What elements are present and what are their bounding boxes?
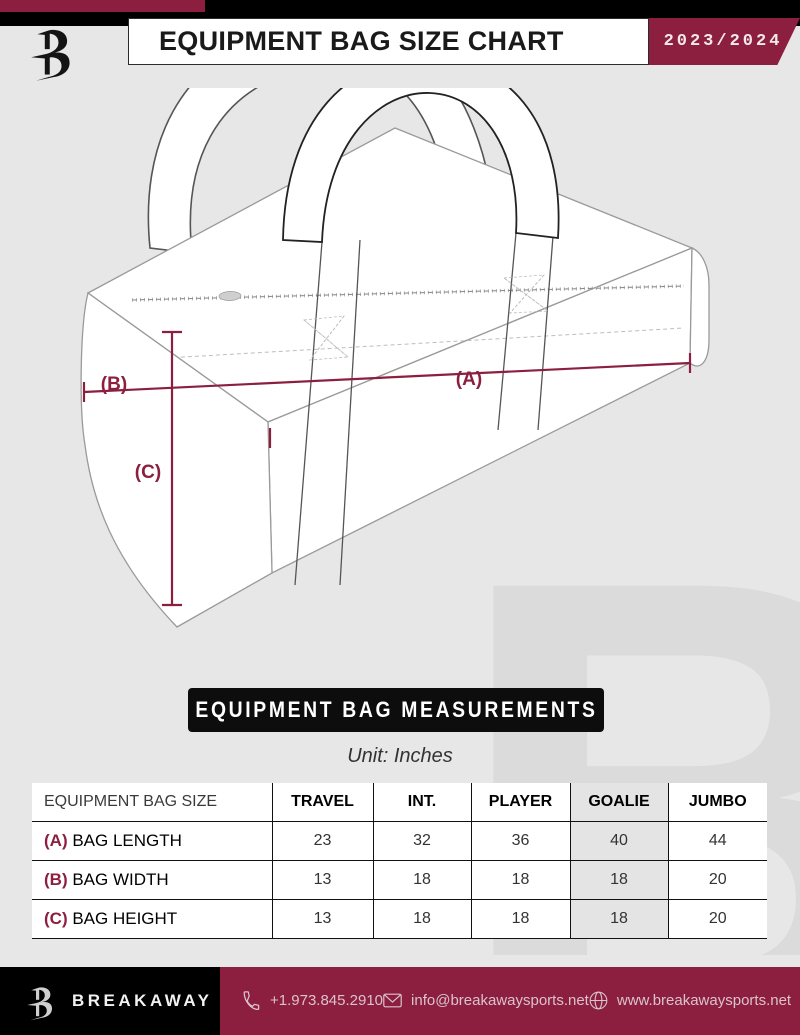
svg-text:(A): (A) bbox=[456, 369, 482, 390]
svg-text:(C): (C) bbox=[135, 462, 161, 483]
svg-text:(B): (B) bbox=[101, 374, 127, 395]
